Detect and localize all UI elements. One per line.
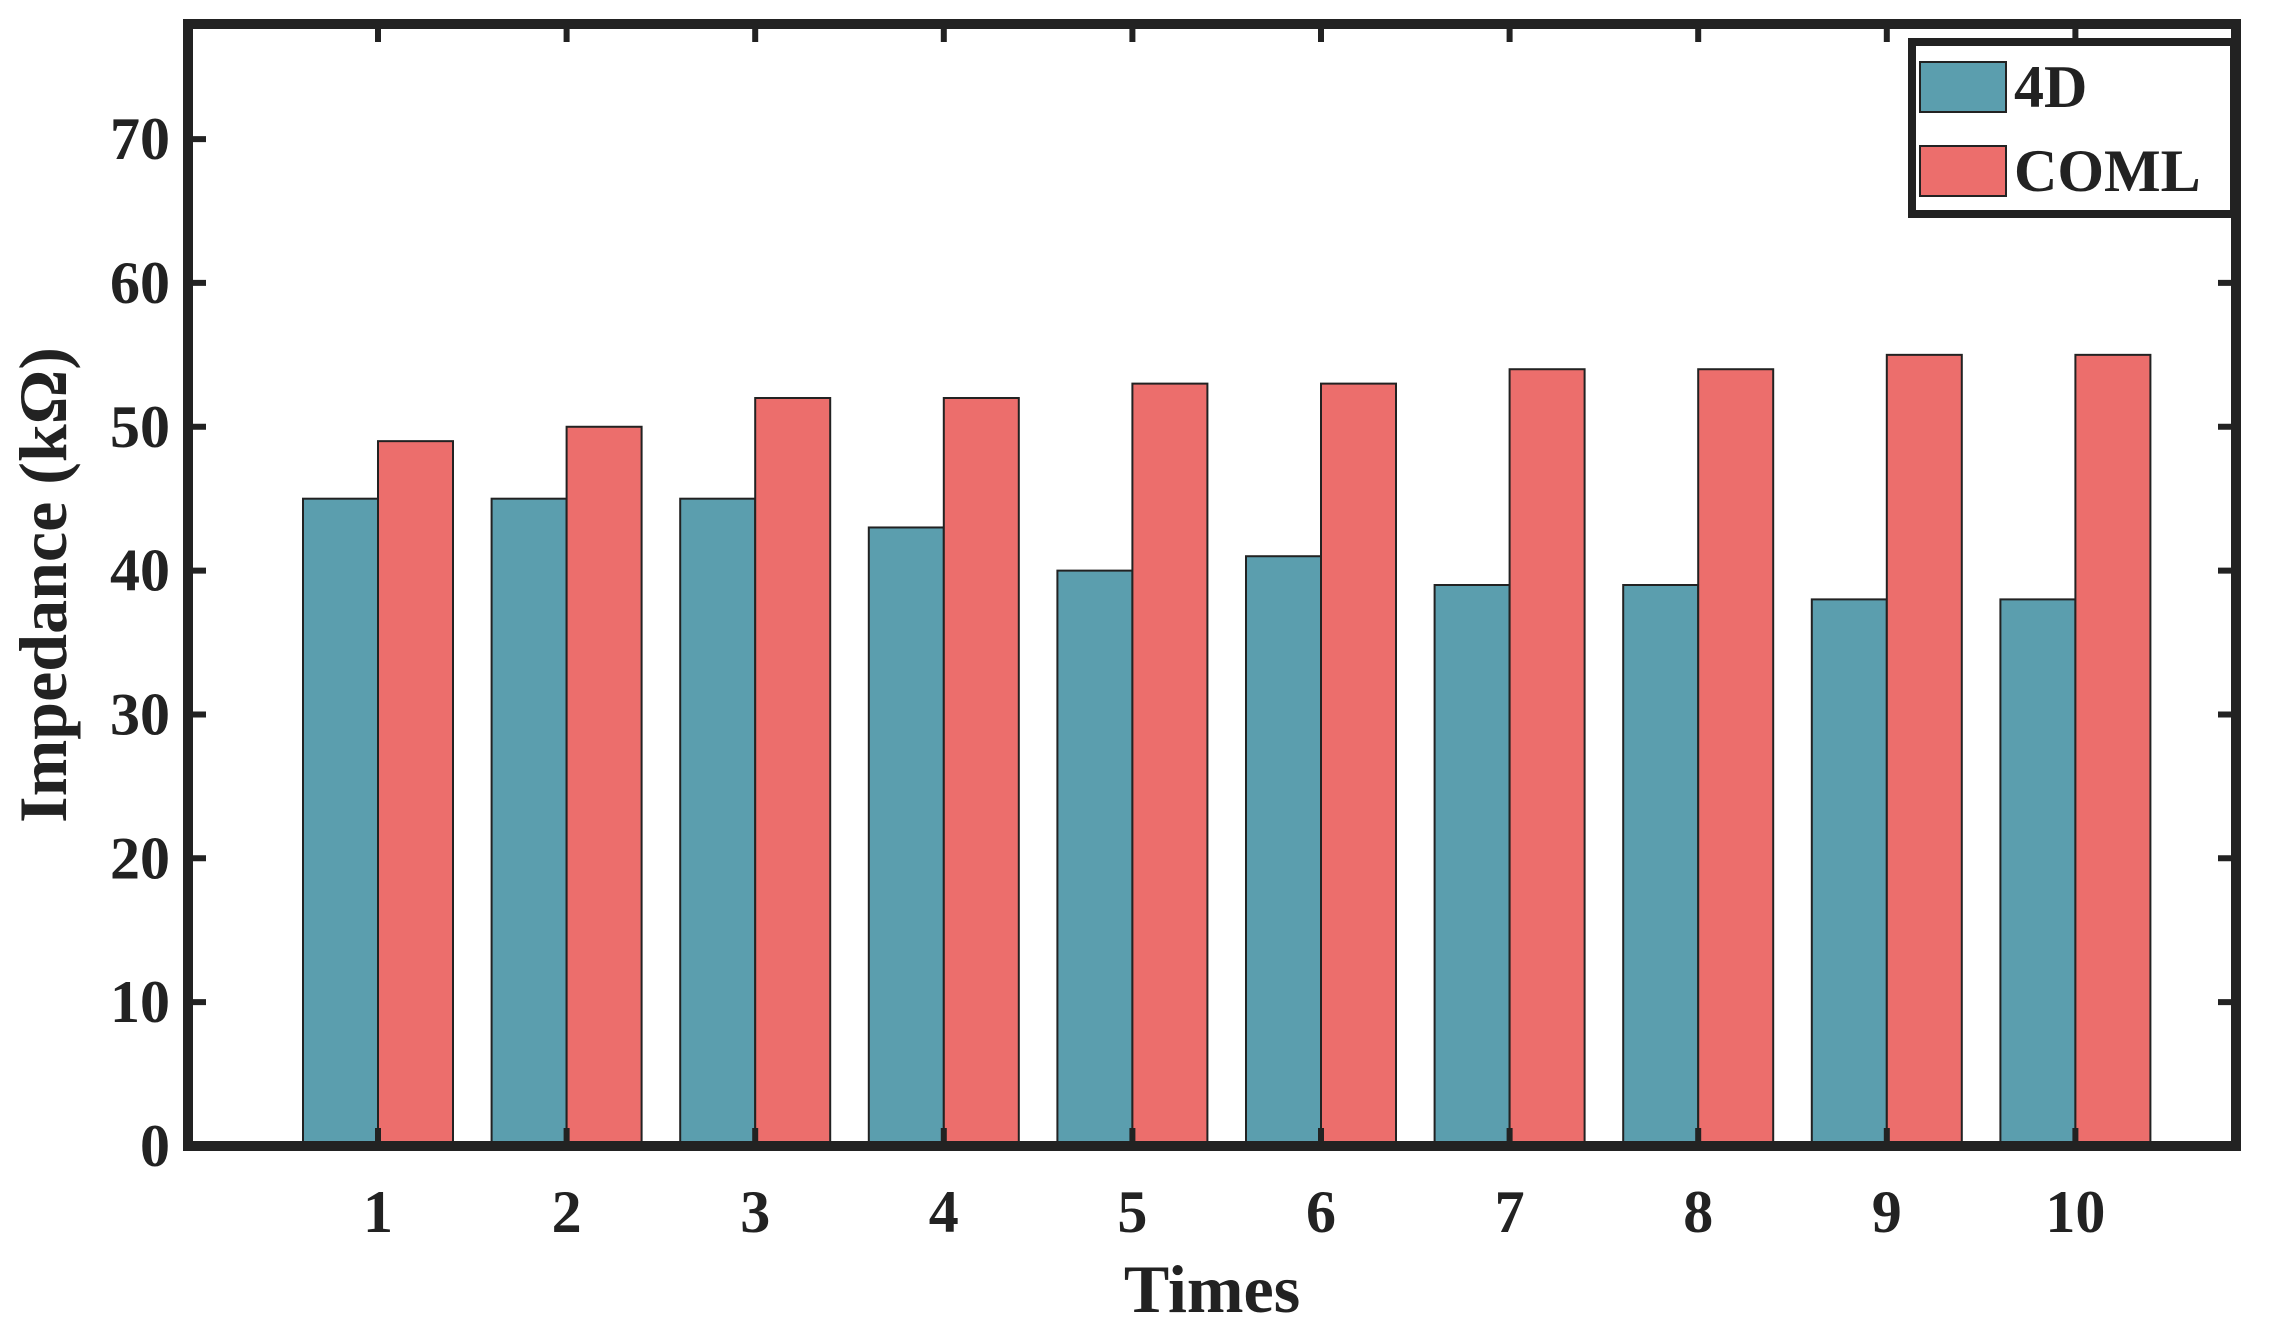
x-axis-title: Times	[1124, 1251, 1300, 1327]
x-tick-labels: 1 2 3 4 5 6 7 8 9 10	[363, 1179, 2105, 1245]
bar-4d-6	[1245, 555, 1322, 1147]
x-tick-label: 8	[1683, 1179, 1713, 1245]
bar-coml-10	[2074, 353, 2152, 1148]
plot-frame	[183, 19, 2241, 1151]
bar-4d-9	[1810, 598, 1888, 1147]
bar-4d-10	[1999, 598, 2077, 1147]
y-tick-label: 40	[110, 538, 170, 604]
bar-coml-3	[754, 397, 832, 1147]
legend-label-4d: 4D	[2014, 54, 2087, 120]
y-tick-label: 70	[110, 106, 170, 172]
legend-swatch-4d	[1919, 61, 2007, 113]
bar-coml-8	[1697, 368, 1775, 1147]
bar-4d-1	[302, 497, 379, 1147]
x-tick-label: 5	[1117, 1179, 1147, 1245]
y-tick-labels: 0 10 20 30 40 50 60 70	[110, 106, 170, 1179]
legend-label-coml: COML	[2014, 138, 2201, 204]
y-tick-label: 20	[110, 825, 170, 891]
y-tick-label: 10	[110, 969, 170, 1035]
y-axis-title: Impedance (kΩ)	[5, 347, 81, 823]
bar-coml-6	[1320, 382, 1397, 1148]
bar-4d-5	[1056, 569, 1134, 1147]
x-tick-label: 9	[1872, 1179, 1902, 1245]
bar-4d-4	[867, 526, 945, 1147]
x-tick-label: 10	[2045, 1179, 2105, 1245]
x-tick-label: 6	[1306, 1179, 1336, 1245]
bar-coml-9	[1885, 353, 1963, 1148]
legend: 4D COML	[1908, 38, 2238, 218]
bar-coml-5	[1131, 382, 1209, 1148]
x-tick-label: 1	[363, 1179, 393, 1245]
y-tick-label: 50	[110, 394, 170, 460]
bar-4d-7	[1433, 584, 1511, 1147]
bar-coml-4	[942, 397, 1020, 1147]
y-tick-label: 30	[110, 681, 170, 747]
bar-coml-1	[377, 440, 454, 1147]
y-tick-label: 0	[140, 1113, 170, 1179]
bar-4d-8	[1622, 584, 1700, 1147]
bar-coml-2	[565, 425, 643, 1147]
legend-swatch-coml	[1919, 145, 2007, 197]
bars-group	[302, 353, 2152, 1148]
y-tick-label: 60	[110, 250, 170, 316]
x-tick-label: 3	[740, 1179, 770, 1245]
bar-coml-7	[1508, 368, 1586, 1147]
bar-4d-3	[679, 497, 757, 1147]
bar-4d-2	[490, 497, 568, 1147]
x-tick-label: 4	[929, 1179, 959, 1245]
x-tick-label: 7	[1495, 1179, 1525, 1245]
x-tick-label: 2	[552, 1179, 582, 1245]
